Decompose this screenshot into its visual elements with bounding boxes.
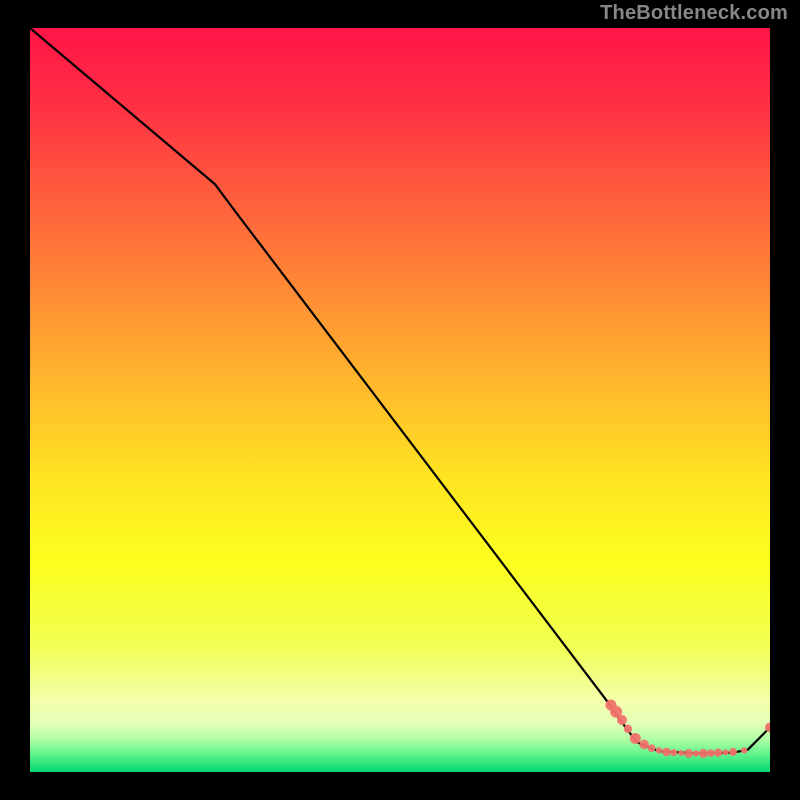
marker-point — [639, 740, 649, 750]
marker-point — [656, 747, 662, 753]
chart-background — [30, 28, 770, 772]
marker-point — [617, 715, 627, 725]
marker-point — [714, 748, 722, 756]
attribution-text: TheBottleneck.com — [600, 2, 788, 25]
marker-point — [648, 744, 656, 752]
chart-svg — [30, 28, 770, 772]
marker-point — [624, 725, 632, 733]
marker-point — [723, 749, 729, 755]
marker-point — [678, 750, 684, 756]
marker-point — [707, 749, 715, 757]
marker-point — [662, 748, 671, 757]
marker-point — [741, 747, 747, 753]
marker-point — [630, 733, 641, 744]
marker-point — [684, 749, 693, 758]
marker-point — [670, 749, 677, 756]
marker-point — [693, 750, 699, 756]
marker-point — [729, 748, 737, 756]
marker-point — [699, 749, 708, 758]
bottleneck-chart — [30, 28, 770, 772]
